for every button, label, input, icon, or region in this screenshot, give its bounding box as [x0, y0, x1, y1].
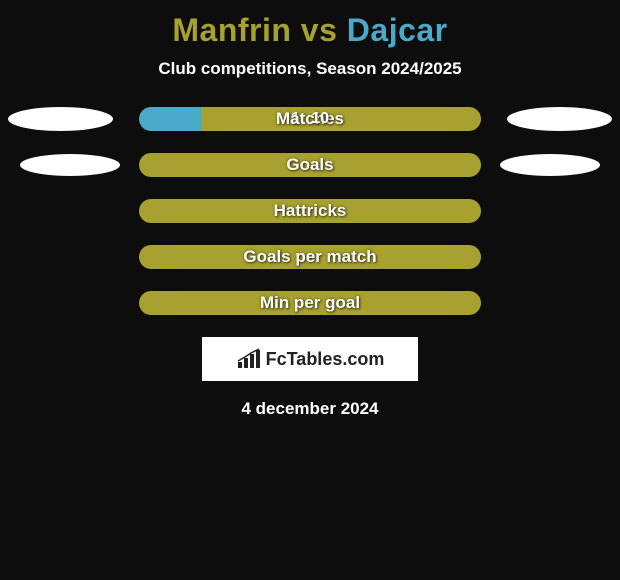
page-title: Manfrin vs Dajcar [0, 12, 620, 49]
bar-segment-right [139, 153, 481, 177]
subtitle: Club competitions, Season 2024/2025 [0, 59, 620, 79]
bar-segment-right [139, 291, 481, 315]
stat-row-min-per-goal: Min per goal [0, 291, 620, 315]
bar-chart-icon [236, 348, 262, 370]
vs-text: vs [291, 12, 346, 48]
stat-row-hattricks: Hattricks [0, 199, 620, 223]
bar-segment-right [201, 107, 481, 131]
player-b-marker [507, 107, 612, 131]
stat-rows: 1 Matches 10 Goals Hattricks [0, 107, 620, 315]
logo-text: FcTables.com [266, 349, 385, 370]
stat-value-right: 10 [311, 107, 329, 131]
comparison-card: Manfrin vs Dajcar Club competitions, Sea… [0, 0, 620, 419]
bar-segment-left [139, 107, 201, 131]
bar-segment-right [139, 245, 481, 269]
stat-row-goals-per-match: Goals per match [0, 245, 620, 269]
date-text: 4 december 2024 [0, 399, 620, 419]
stat-bar: Goals [139, 153, 481, 177]
player-a-marker [20, 154, 120, 176]
player-a-marker [8, 107, 113, 131]
stat-row-matches: 1 Matches 10 [0, 107, 620, 131]
stat-bar: Goals per match [139, 245, 481, 269]
player-b-marker [500, 154, 600, 176]
stat-bar: Min per goal [139, 291, 481, 315]
player-b-name: Dajcar [347, 12, 448, 48]
logo-box: FcTables.com [202, 337, 418, 381]
bar-segment-right [139, 199, 481, 223]
stat-row-goals: Goals [0, 153, 620, 177]
stat-bar: Hattricks [139, 199, 481, 223]
player-a-name: Manfrin [172, 12, 291, 48]
stat-value-left: 1 [291, 107, 300, 131]
stat-bar: 1 Matches 10 [139, 107, 481, 131]
